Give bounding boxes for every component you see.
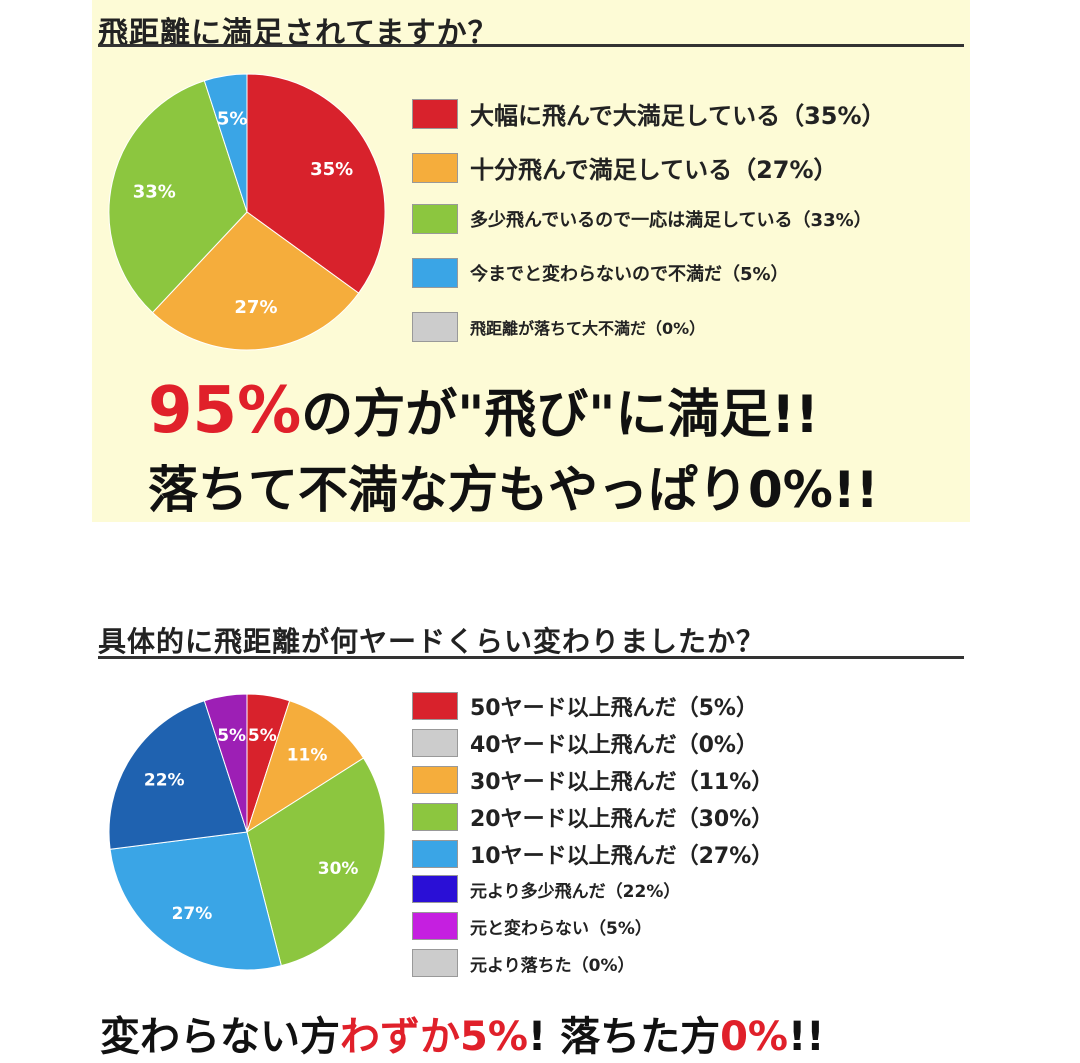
footer-part-unchanged: 変わらない方 — [100, 1014, 340, 1060]
chart2-legend-label-3: 20ヤード以上飛んだ（30%） — [470, 807, 774, 832]
headline-zero-dissatisfied: 落ちて不満な方もやっぱり0%!! — [148, 461, 879, 519]
chart2-legend-label-1: 40ヤード以上飛んだ（0%） — [470, 733, 758, 758]
chart1-title-rule — [98, 44, 964, 47]
chart2-legend-swatch-4 — [412, 840, 458, 868]
chart2-slice-label-6: 5% — [217, 726, 246, 746]
chart2-title-rule — [98, 656, 964, 659]
chart1-slice-0 — [246, 73, 386, 294]
footer-headline: 変わらない方わずか5%! 落ちた方0%!! — [100, 1004, 825, 1062]
chart2-legend-swatch-5 — [412, 875, 458, 903]
chart1-legend-item-2: 多少飛んでいるので一応は満足している（33%） — [412, 204, 872, 234]
chart2-slice-5 — [108, 700, 248, 850]
chart1-slice-2 — [108, 80, 248, 314]
chart2-legend-item-4: 10ヤード以上飛んだ（27%） — [412, 838, 773, 870]
chart1-slice-1 — [151, 211, 360, 351]
chart1-legend-swatch-0 — [412, 98, 458, 129]
chart2-legend-swatch-7 — [412, 949, 458, 977]
chart1-legend-item-1: 十分飛んで満足している（27%） — [412, 150, 838, 185]
chart2-slice-2 — [246, 700, 365, 834]
chart1-legend-swatch-4 — [412, 312, 458, 342]
chart2-pie: 5% 11% 30% 27% 22% 5% — [108, 693, 386, 971]
chart1-legend-swatch-3 — [412, 258, 458, 288]
chart1-slice-label-3: 5% — [217, 108, 248, 129]
chart2-slice-3 — [246, 757, 386, 967]
footer-exclaim: !! — [788, 1014, 825, 1060]
chart2-legend-label-0: 50ヤード以上飛んだ（5%） — [470, 696, 758, 721]
chart2-slice-4 — [109, 831, 282, 971]
chart2-legend-item-2: 30ヤード以上飛んだ（11%） — [412, 764, 773, 796]
chart2-legend-item-3: 20ヤード以上飛んだ（30%） — [412, 801, 773, 833]
chart2-slice-label-3: 30% — [318, 859, 359, 879]
chart2-legend-item-5: 元より多少飛んだ（22%） — [412, 875, 680, 903]
chart2-legend-swatch-2 — [412, 766, 458, 794]
chart2-legend-label-2: 30ヤード以上飛んだ（11%） — [470, 770, 774, 795]
chart1-legend-swatch-2 — [412, 204, 458, 234]
headline-percent: 95% — [148, 374, 302, 448]
chart2-legend-item-0: 50ヤード以上飛んだ（5%） — [412, 690, 758, 722]
chart1-pie: 35% 27% 33% 5% — [108, 73, 386, 351]
chart2-legend-swatch-3 — [412, 803, 458, 831]
chart2-legend-swatch-6 — [412, 912, 458, 940]
headline-rest: の方が"飛び"に満足!! — [301, 385, 819, 445]
chart1-legend-item-4: 飛距離が落ちて大不満だ（0%） — [412, 312, 705, 342]
headline-satisfaction: 95%の方が"飛び"に満足!! — [148, 372, 819, 448]
chart2-legend-item-6: 元と変わらない（5%） — [412, 912, 652, 940]
chart1-legend-label-4: 飛距離が落ちて大不満だ（0%） — [470, 319, 706, 338]
chart1-slice-label-0: 35% — [310, 159, 353, 180]
chart2-title: 具体的に飛距離が何ヤードくらい変わりましたか？ — [98, 625, 766, 658]
chart2-slice-label-4: 27% — [172, 904, 213, 924]
chart2-slice-label-2: 11% — [287, 746, 328, 766]
chart2-legend-swatch-1 — [412, 729, 458, 757]
chart1-slice-label-1: 27% — [234, 297, 277, 318]
chart2-legend-item-7: 元より落ちた（0%） — [412, 949, 635, 977]
chart1-legend-swatch-1 — [412, 152, 458, 183]
chart2-legend-swatch-0 — [412, 692, 458, 720]
chart2-slice-6 — [203, 693, 248, 833]
chart2-legend-label-7: 元より落ちた（0%） — [470, 955, 635, 976]
chart1-slice-3 — [203, 73, 248, 213]
chart1-legend-label-0: 大幅に飛んで大満足している（35%） — [470, 102, 886, 130]
chart1-slice-label-2: 33% — [133, 182, 176, 203]
chart1-legend-item-3: 今までと変わらないので不満だ（5%） — [412, 258, 789, 288]
chart1-legend-label-3: 今までと変わらないので不満だ（5%） — [470, 264, 789, 285]
chart2-legend-item-1: 40ヤード以上飛んだ（0%） — [412, 727, 758, 759]
footer-zero: 0% — [720, 1014, 789, 1060]
footer-only-5: わずか5% — [340, 1014, 528, 1060]
chart2-slice-label-5: 22% — [144, 770, 185, 790]
chart1-legend-label-2: 多少飛んでいるので一応は満足している（33%） — [470, 210, 872, 231]
chart1-legend-label-1: 十分飛んで満足している（27%） — [470, 156, 838, 184]
chart1-legend-item-0: 大幅に飛んで大満足している（35%） — [412, 96, 886, 131]
chart2-legend-label-6: 元と変わらない（5%） — [470, 918, 652, 939]
chart2-legend-label-5: 元より多少飛んだ（22%） — [470, 881, 681, 902]
chart2-legend-label-4: 10ヤード以上飛んだ（27%） — [470, 844, 774, 869]
chart2-slice-label-0: 5% — [248, 726, 277, 746]
footer-part-dropped: ! 落ちた方 — [527, 1014, 721, 1060]
